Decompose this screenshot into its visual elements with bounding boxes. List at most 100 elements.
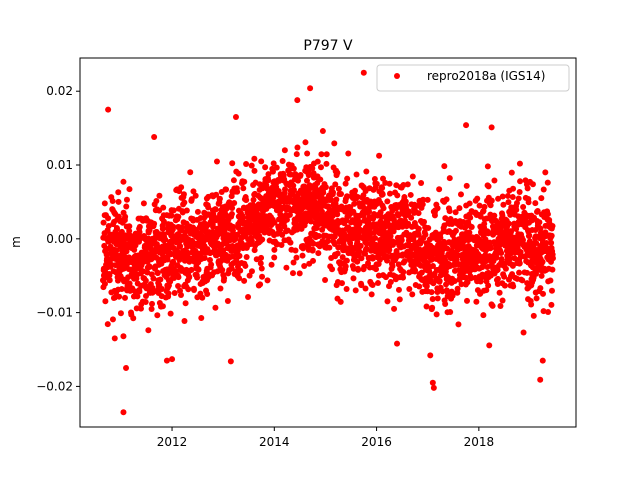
data-point [318,208,325,215]
data-point [334,211,341,218]
data-point [323,160,330,167]
data-point [319,128,326,135]
data-point [126,227,133,234]
data-point [498,250,505,257]
data-point [192,192,199,199]
data-point [191,287,198,294]
chart-title: P797 V [303,38,353,54]
data-point [160,204,167,211]
data-point [439,246,446,253]
data-point [544,211,551,218]
data-point [181,318,188,325]
data-point [156,192,163,199]
data-point [402,198,409,205]
data-point [342,180,349,187]
data-point [337,298,344,305]
data-point [372,234,379,241]
data-point [118,228,125,235]
data-point [429,295,436,302]
data-point [335,185,342,192]
data-point [186,274,193,281]
data-point [422,231,429,238]
data-point [236,252,243,259]
data-point [416,283,423,290]
data-point [105,215,112,222]
data-point [302,139,309,146]
y-tick-label: −0.02 [36,379,73,393]
data-point [437,234,444,241]
data-point [324,238,331,245]
data-point [356,248,363,255]
data-point [317,164,324,171]
data-point [286,211,293,218]
data-point [177,292,184,299]
data-point [131,246,138,253]
data-point [384,298,391,305]
data-point [315,232,322,239]
data-point [243,160,250,167]
data-point [371,175,378,182]
data-point [212,206,219,213]
plot-area-frame [79,57,577,428]
data-point [516,260,523,267]
data-point [310,240,317,247]
data-point [476,202,483,209]
data-point [293,151,300,158]
data-point [537,285,544,292]
data-point [137,305,144,312]
data-point [120,409,127,416]
data-point [102,298,109,305]
data-point [248,162,255,169]
data-point [229,205,236,212]
data-point [447,309,454,316]
data-point [431,212,438,219]
data-point [520,237,526,244]
data-point [442,300,449,307]
data-point [452,209,459,216]
data-point [338,191,345,197]
data-point [443,196,450,203]
data-point [407,191,414,198]
data-point [436,277,443,284]
data-point [122,213,129,220]
data-point [120,178,127,185]
points-layer [100,69,556,416]
data-point [153,241,160,248]
data-point [538,195,545,202]
data-point [545,308,552,315]
data-point [404,181,411,188]
y-tick-label: 0.01 [46,158,73,172]
data-point [491,212,498,219]
data-point [423,303,430,310]
data-point [258,158,265,165]
data-point [114,226,121,233]
data-point [481,220,488,227]
data-point [282,186,289,193]
data-point [210,223,217,230]
data-point [513,199,520,206]
data-point [379,191,386,198]
data-point [427,352,434,359]
data-point [310,257,317,264]
data-point [265,177,272,184]
data-point [299,252,306,259]
data-point [149,300,156,307]
y-tick-label: −0.01 [36,306,73,320]
data-point [157,276,164,283]
data-point [510,185,517,192]
data-point [194,208,201,215]
data-point [281,223,288,230]
data-point [370,215,377,222]
data-point [233,258,240,265]
data-point [134,293,141,300]
data-point [170,207,177,214]
data-point [322,184,329,191]
data-point [210,211,217,218]
data-point [246,272,253,279]
data-point [262,164,269,171]
data-point [120,333,127,340]
data-point [544,179,551,186]
data-point [528,301,535,308]
data-point [501,273,508,280]
